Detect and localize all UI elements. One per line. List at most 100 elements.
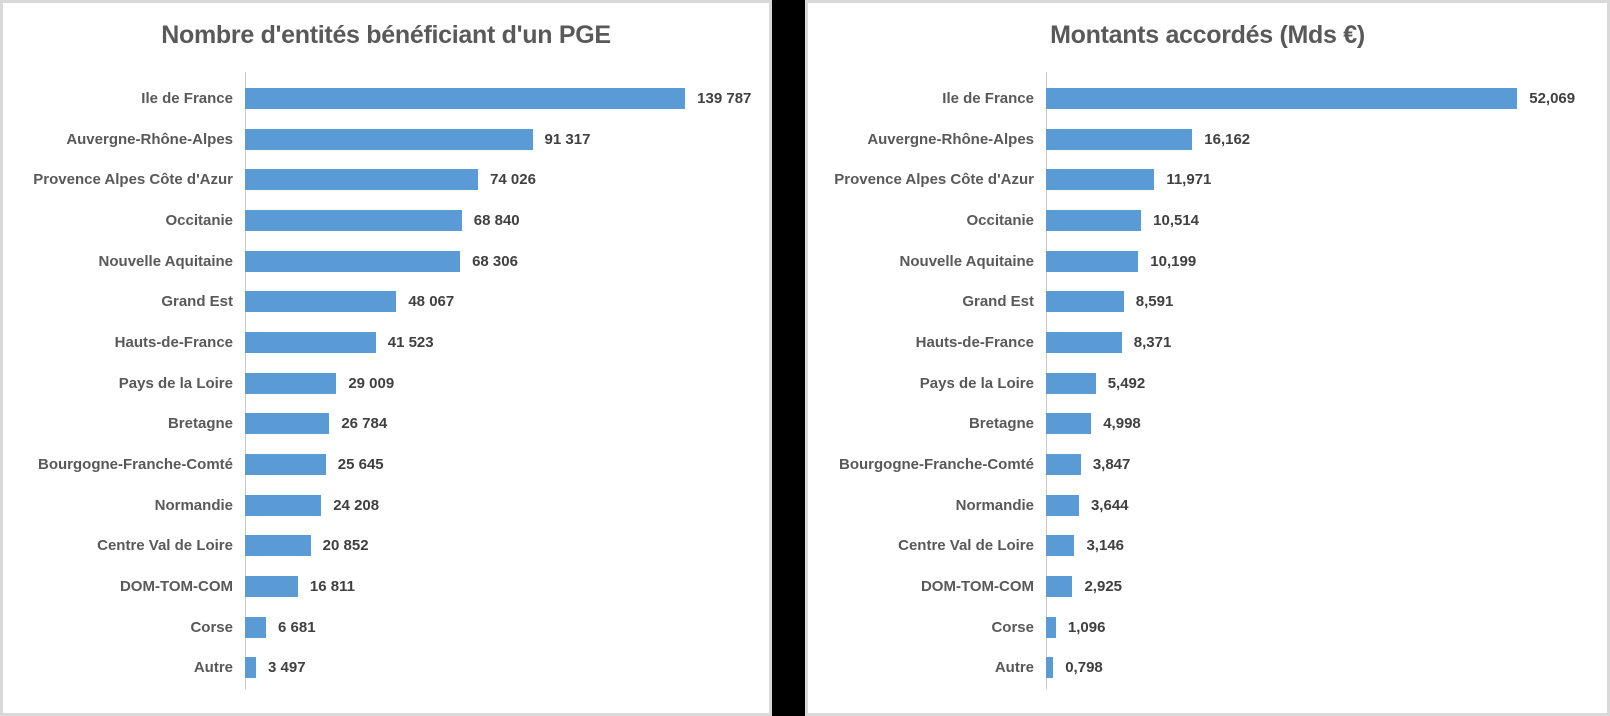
bar-track: 1,096 bbox=[1046, 607, 1607, 648]
bar bbox=[245, 128, 533, 150]
category-label: Auvergne-Rhône-Alpes bbox=[867, 130, 1034, 148]
category-label: Corse bbox=[991, 618, 1034, 636]
bar bbox=[1046, 535, 1075, 557]
bar bbox=[1046, 657, 1054, 679]
chart-title-amounts: Montants accordés (Mds €) bbox=[1050, 21, 1365, 49]
category-label: Nouvelle Aquitaine bbox=[899, 252, 1034, 270]
bar-row: Bretagne 26 784 bbox=[3, 404, 769, 445]
category-label: Bretagne bbox=[968, 415, 1034, 433]
bar-row: Provence Alpes Côte d'Azur 11,971 bbox=[808, 159, 1607, 200]
bar-row: Auvergne-Rhône-Alpes 91 317 bbox=[3, 119, 769, 160]
value-label: 16 811 bbox=[309, 578, 355, 596]
bar-row: DOM-TOM-COM 16 811 bbox=[3, 566, 769, 607]
value-label: 16,162 bbox=[1204, 130, 1251, 148]
bar-row: Auvergne-Rhône-Alpes 16,162 bbox=[808, 119, 1607, 160]
bar-row: Pays de la Loire 29 009 bbox=[3, 363, 769, 404]
bar-row: Bourgogne-Franche-Comté 3,847 bbox=[808, 444, 1607, 485]
bar-track: 20 852 bbox=[245, 526, 769, 567]
value-label: 3,847 bbox=[1092, 456, 1131, 474]
value-label: 10,514 bbox=[1153, 211, 1200, 229]
bar-row: Pays de la Loire 5,492 bbox=[808, 363, 1607, 404]
value-label: 5,492 bbox=[1107, 374, 1146, 392]
bar-track: 0,798 bbox=[1046, 648, 1607, 689]
value-label: 10,199 bbox=[1150, 252, 1197, 270]
bar-row: Ile de France 52,069 bbox=[808, 78, 1607, 119]
bar-row: Centre Val de Loire 20 852 bbox=[3, 526, 769, 567]
bar-track: 3,847 bbox=[1046, 444, 1607, 485]
bar bbox=[1046, 331, 1122, 353]
bar bbox=[1046, 209, 1142, 231]
plot-area-amounts: Ile de France 52,069 Auvergne-Rhône-Alpes 1… bbox=[808, 72, 1607, 689]
value-label: 2,925 bbox=[1084, 578, 1123, 596]
bar bbox=[1046, 616, 1056, 638]
value-label: 11,971 bbox=[1166, 171, 1212, 189]
value-label: 1,096 bbox=[1067, 618, 1106, 636]
value-label: 24 208 bbox=[333, 496, 380, 514]
bar-track: 24 208 bbox=[245, 485, 769, 526]
bar-rows: Ile de France 139 787 Auvergne-Rhône-Alpes… bbox=[3, 72, 769, 688]
category-label: Pays de la Loire bbox=[118, 374, 233, 392]
bar-track: 3,146 bbox=[1046, 526, 1607, 567]
category-label: DOM-TOM-COM bbox=[920, 578, 1034, 596]
bar-row: Autre 3 497 bbox=[3, 648, 769, 689]
value-label: 3 497 bbox=[268, 659, 306, 677]
bar bbox=[1046, 87, 1518, 109]
chart-panel-entities: Nombre d'entités bénéficiant d'un PGE Il… bbox=[0, 0, 772, 716]
bar bbox=[245, 657, 256, 679]
bar-row: Nouvelle Aquitaine 10,199 bbox=[808, 241, 1607, 282]
bar-track: 16,162 bbox=[1046, 119, 1607, 160]
value-label: 52,069 bbox=[1529, 89, 1576, 107]
value-label: 74 026 bbox=[490, 171, 536, 189]
bar bbox=[245, 535, 311, 557]
bar-row: DOM-TOM-COM 2,925 bbox=[808, 566, 1607, 607]
bar-track: 26 784 bbox=[245, 404, 769, 445]
bar bbox=[245, 413, 330, 435]
bar bbox=[245, 209, 462, 231]
bar-track: 8,591 bbox=[1046, 281, 1607, 322]
bar-row: Ile de France 139 787 bbox=[3, 78, 769, 119]
bar bbox=[245, 372, 337, 394]
bar-row: Bretagne 4,998 bbox=[808, 404, 1607, 445]
category-label: Hauts-de-France bbox=[114, 333, 233, 351]
value-label: 3,146 bbox=[1086, 537, 1125, 555]
bar bbox=[245, 169, 479, 191]
bar bbox=[1046, 494, 1079, 516]
bar-rows: Ile de France 52,069 Auvergne-Rhône-Alpes 1… bbox=[808, 72, 1607, 688]
bar bbox=[245, 331, 376, 353]
bar bbox=[1046, 250, 1139, 272]
bar-track: 16 811 bbox=[245, 566, 769, 607]
bar bbox=[245, 494, 322, 516]
bar-track: 91 317 bbox=[245, 119, 769, 160]
bar-track: 11,971 bbox=[1046, 159, 1607, 200]
bar-row: Centre Val de Loire 3,146 bbox=[808, 526, 1607, 567]
bar-row: Bourgogne-Franche-Comté 25 645 bbox=[3, 444, 769, 485]
category-label: Autre bbox=[193, 659, 233, 677]
value-label: 3,644 bbox=[1090, 496, 1129, 514]
bar bbox=[245, 616, 267, 638]
bar-track: 41 523 bbox=[245, 322, 769, 363]
bar bbox=[1046, 169, 1155, 191]
bar bbox=[245, 250, 461, 272]
bar-track: 10,514 bbox=[1046, 200, 1607, 241]
bar-row: Corse 1,096 bbox=[808, 607, 1607, 648]
category-label: Auvergne-Rhône-Alpes bbox=[66, 130, 233, 148]
category-label: Centre Val de Loire bbox=[97, 537, 233, 555]
value-label: 8,591 bbox=[1135, 293, 1174, 311]
bar-row: Autre 0,798 bbox=[808, 648, 1607, 689]
category-label: Centre Val de Loire bbox=[898, 537, 1034, 555]
value-label: 0,798 bbox=[1065, 659, 1103, 677]
category-label: Hauts-de-France bbox=[915, 333, 1034, 351]
bar-track: 139 787 bbox=[245, 78, 769, 119]
category-label: Provence Alpes Côte d'Azur bbox=[834, 171, 1034, 189]
value-label: 68 840 bbox=[473, 211, 520, 229]
category-label: Provence Alpes Côte d'Azur bbox=[33, 171, 233, 189]
bar-track: 8,371 bbox=[1046, 322, 1607, 363]
bar bbox=[245, 576, 298, 598]
bar-row: Nouvelle Aquitaine 68 306 bbox=[3, 241, 769, 282]
value-label: 91 317 bbox=[544, 130, 591, 148]
value-label: 41 523 bbox=[387, 333, 434, 351]
bar-row: Occitanie 10,514 bbox=[808, 200, 1607, 241]
value-label: 25 645 bbox=[337, 456, 384, 474]
bar bbox=[245, 291, 397, 313]
bar-track: 52,069 bbox=[1046, 78, 1607, 119]
